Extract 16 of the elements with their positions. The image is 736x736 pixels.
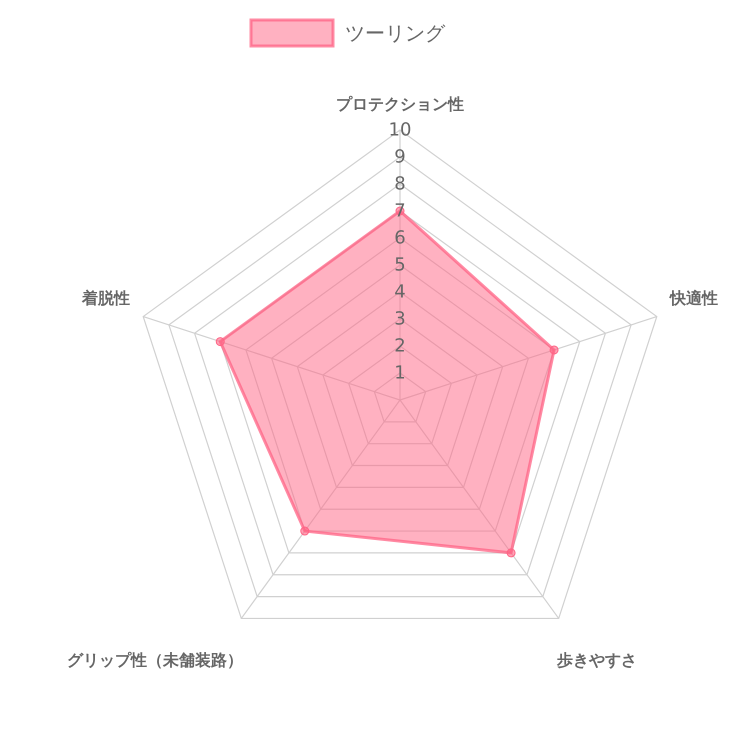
spoke-label: 歩きやすさ <box>556 650 637 670</box>
y-tick-label: 5 <box>394 254 406 276</box>
spoke-label: 快適性 <box>669 288 718 308</box>
y-tick-label: 8 <box>394 174 406 194</box>
y-tick-label: 1 <box>394 362 406 384</box>
spoke-label: 着脱性 <box>80 288 130 308</box>
legend-label: ツーリング <box>345 21 446 45</box>
y-tick-label: 7 <box>394 200 406 222</box>
y-tick-label: 2 <box>394 336 406 356</box>
spoke-label: グリップ性（未舗装路） <box>67 650 244 670</box>
y-tick-label: 9 <box>394 146 406 168</box>
y-tick-label: 6 <box>394 228 406 248</box>
y-tick-label: 3 <box>394 308 406 330</box>
spoke-label: プロテクション性 <box>336 94 464 114</box>
y-tick-label: 10 <box>388 120 412 140</box>
y-tick-label: 4 <box>394 282 406 302</box>
